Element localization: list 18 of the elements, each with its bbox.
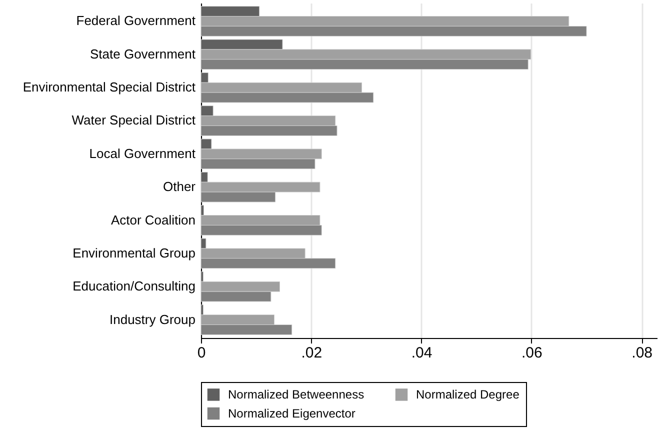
x-tick-label: .04 (411, 344, 432, 362)
y-tick-label: State Government (90, 46, 196, 62)
y-tick-label: Education/Consulting (72, 278, 196, 294)
legend-label: Normalized Degree (416, 388, 520, 402)
x-tick-label: 0 (197, 344, 206, 362)
x-tick-label: .02 (301, 344, 322, 362)
y-tick-label: Environmental Special District (22, 80, 196, 95)
y-tick-label: Federal Government (76, 13, 196, 28)
y-tick-label: Industry Group (110, 312, 196, 327)
y-tick-label: Water Special District (72, 112, 196, 128)
y-tick-label: Local Government (89, 146, 196, 161)
x-tick-label: .06 (522, 344, 542, 362)
legend-label: Normalized Eigenvector (228, 406, 356, 420)
y-tick-label: Other (162, 179, 196, 194)
x-tick-label: .08 (632, 344, 653, 362)
legend-label: Normalized Betweenness (228, 388, 364, 402)
y-tick-label: Actor Coalition (110, 212, 196, 228)
y-tick-label: Environmental Group (72, 245, 196, 260)
